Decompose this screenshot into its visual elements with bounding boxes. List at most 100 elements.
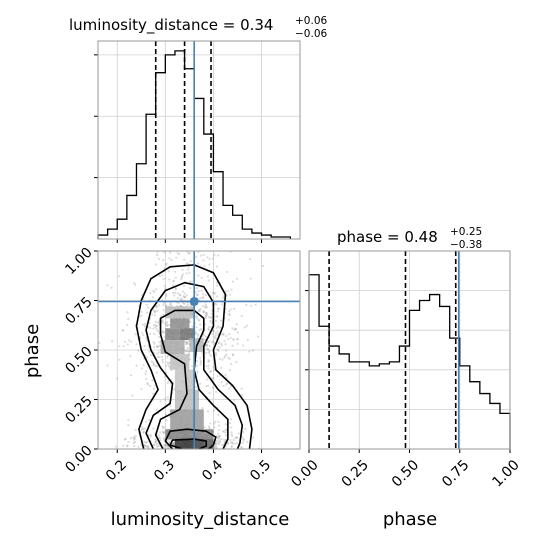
joint-sample-point bbox=[216, 435, 219, 438]
joint-sample-point bbox=[205, 305, 209, 309]
joint-sample-point bbox=[149, 433, 152, 437]
joint-sample-point bbox=[157, 434, 160, 437]
joint-sample-point bbox=[215, 446, 218, 449]
phase-title: phase = 0.48 bbox=[337, 228, 438, 246]
joint-sample-point bbox=[158, 356, 161, 359]
joint-sample-point bbox=[224, 343, 227, 346]
joint-sample-point bbox=[187, 265, 190, 268]
joint-sample-point bbox=[218, 439, 221, 442]
joint-sample-point bbox=[200, 276, 203, 279]
joint-sample-point bbox=[218, 442, 221, 445]
joint-sample-point bbox=[174, 287, 178, 290]
joint-sample-point bbox=[134, 333, 137, 336]
joint-sample-point bbox=[116, 377, 119, 380]
joint-sample-point bbox=[215, 390, 218, 393]
joint-sample-point bbox=[140, 310, 143, 314]
joint-sample-point bbox=[215, 265, 219, 268]
joint-sample-point bbox=[118, 345, 121, 348]
joint-sample-point bbox=[219, 440, 222, 444]
ld-title-minus: −0.06 bbox=[295, 28, 327, 40]
joint-sample-point bbox=[147, 306, 150, 309]
joint-sample-point bbox=[196, 370, 199, 373]
joint-sample-point bbox=[235, 442, 239, 445]
joint-sample-point bbox=[202, 309, 205, 313]
joint-sample-point bbox=[140, 387, 143, 391]
joint-sample-point bbox=[163, 444, 167, 448]
joint-sample-point bbox=[217, 429, 221, 432]
joint-sample-point bbox=[168, 440, 171, 444]
joint-sample-point bbox=[161, 298, 164, 302]
joint-sample-point bbox=[219, 434, 222, 438]
joint-sample-point bbox=[134, 434, 137, 438]
joint-sample-point bbox=[158, 436, 161, 440]
joint-sample-point bbox=[224, 445, 228, 448]
joint-sample-point bbox=[245, 303, 248, 307]
joint-sample-point bbox=[224, 290, 227, 293]
joint-sample-point bbox=[222, 430, 225, 433]
joint-sample-point bbox=[211, 332, 214, 336]
joint-density-cell-12 bbox=[194, 439, 214, 449]
joint-sample-point bbox=[219, 319, 223, 322]
joint-sample-point bbox=[190, 280, 194, 283]
joint-sample-point bbox=[127, 440, 130, 444]
joint-sample-point bbox=[130, 340, 133, 343]
joint-sample-point bbox=[242, 437, 245, 441]
joint-sample-point bbox=[224, 434, 227, 437]
joint-sample-point bbox=[118, 358, 121, 361]
joint-sample-point bbox=[154, 310, 157, 313]
joint-density-cell-9 bbox=[170, 409, 204, 430]
joint-sample-point bbox=[174, 288, 177, 291]
joint-sample-point bbox=[149, 384, 152, 388]
joint-sample-point bbox=[225, 383, 228, 386]
joint-sample-point bbox=[142, 430, 146, 433]
joint-sample-point bbox=[175, 256, 178, 259]
joint-sample-point bbox=[121, 328, 125, 332]
joint-density-cell-7 bbox=[174, 369, 195, 390]
joint-sample-point bbox=[205, 313, 208, 316]
joint-sample-point bbox=[229, 293, 232, 296]
joint-sample-point bbox=[174, 276, 178, 279]
joint-sample-point bbox=[141, 331, 144, 335]
joint-sample-point bbox=[167, 363, 170, 366]
joint-sample-point bbox=[205, 343, 209, 346]
joint-sample-point bbox=[185, 341, 188, 344]
joint-sample-point bbox=[236, 331, 239, 334]
joint-sample-point bbox=[195, 326, 198, 329]
joint-sample-point bbox=[218, 346, 221, 349]
joint-sample-point bbox=[165, 295, 168, 298]
joint-sample-point bbox=[230, 288, 233, 291]
joint-sample-point bbox=[227, 442, 230, 445]
joint-sample-point bbox=[227, 318, 230, 321]
joint-sample-point bbox=[187, 252, 190, 255]
joint-sample-point bbox=[216, 284, 219, 287]
joint-sample-point bbox=[145, 377, 148, 381]
joint-sample-point bbox=[195, 316, 198, 320]
joint-sample-point bbox=[236, 338, 239, 341]
x-axis-label-luminosity-distance: luminosity_distance bbox=[111, 509, 290, 530]
joint-sample-point bbox=[148, 419, 151, 422]
joint-sample-point bbox=[204, 303, 207, 306]
joint-sample-point bbox=[162, 431, 166, 435]
joint-sample-point bbox=[221, 443, 224, 446]
joint-sample-point bbox=[210, 321, 213, 324]
joint-sample-point bbox=[162, 303, 165, 307]
joint-sample-point bbox=[185, 349, 188, 352]
joint-sample-point bbox=[174, 270, 177, 273]
joint-sample-point bbox=[142, 364, 145, 367]
joint-sample-point bbox=[146, 383, 149, 386]
joint-sample-point bbox=[208, 353, 211, 356]
joint-xtick-label-1: 0.3 bbox=[151, 457, 178, 484]
joint-sample-point bbox=[163, 397, 167, 400]
joint-sample-point bbox=[188, 252, 192, 255]
joint-sample-point bbox=[167, 446, 171, 449]
joint-sample-point bbox=[183, 258, 186, 261]
joint-sample-point bbox=[210, 341, 214, 344]
joint-sample-point bbox=[126, 343, 129, 346]
joint-sample-point bbox=[231, 353, 235, 356]
joint-sample-point bbox=[131, 394, 134, 397]
joint-sample-point bbox=[166, 324, 169, 327]
joint-sample-point bbox=[163, 375, 166, 378]
joint-sample-point bbox=[236, 342, 239, 345]
joint-sample-point bbox=[231, 435, 234, 438]
joint-sample-point bbox=[134, 428, 137, 431]
